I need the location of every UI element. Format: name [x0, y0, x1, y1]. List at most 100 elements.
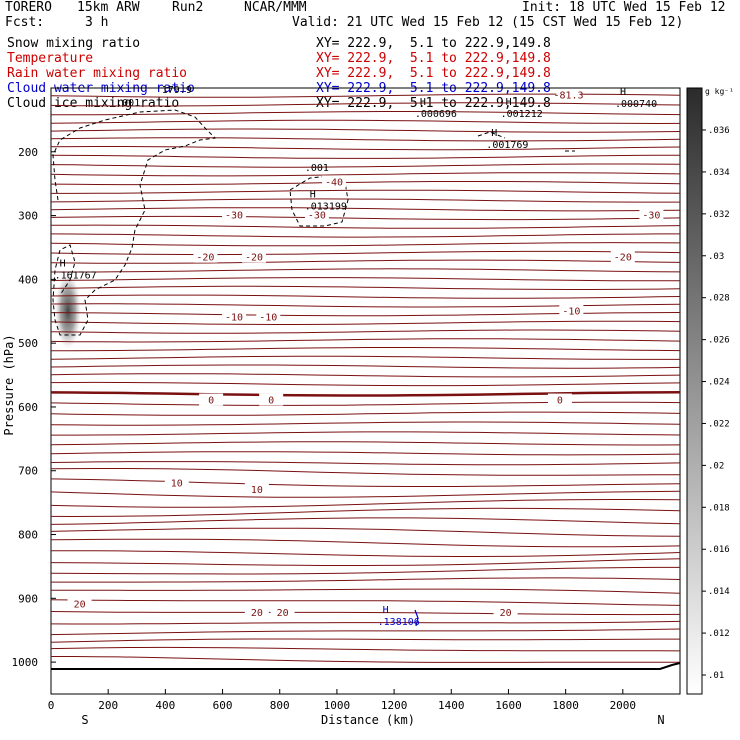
temperature-contour — [50, 128, 681, 133]
colorbar — [686, 87, 703, 695]
legend-temperature-xy: XY= 222.9, 5.1 to 222.9,149.8 — [316, 51, 551, 66]
y-tick-label: 1000 — [12, 656, 39, 669]
temperature-label-bg — [256, 310, 281, 323]
y-tick-label: 400 — [18, 273, 38, 286]
y-tick-label: 700 — [18, 465, 38, 478]
temperature-contour — [50, 421, 681, 426]
colorbar-tick-label: .016 — [708, 545, 730, 555]
legend-temperature-name: Temperature — [7, 51, 94, 66]
maximum-value: .138106 — [378, 617, 420, 628]
temperature-contour — [50, 499, 681, 508]
temperature-contour — [50, 628, 681, 636]
temperature-contour — [50, 303, 681, 308]
temperature-contour — [50, 285, 681, 290]
x-tick-label: 1600 — [495, 699, 522, 712]
legend-snow-xy: XY= 222.9, 5.1 to 222.9,149.8 — [316, 36, 551, 51]
x-tick-label: 600 — [213, 699, 233, 712]
colorbar-tick-label: .03 — [708, 252, 724, 262]
colorbar-tick-label: .012 — [708, 629, 730, 639]
y-axis-title: Pressure (hPa) — [2, 334, 16, 435]
temperature-label-bg — [610, 250, 635, 263]
ice-contour-labels: .001 .001 179.9 — [116, 85, 329, 174]
y-tick-label: 600 — [18, 401, 38, 414]
temperature-contour — [50, 451, 681, 456]
model-resolution: 15km ARW — [77, 0, 140, 15]
maximum-marker: H — [310, 190, 316, 201]
x-tick-label: 1400 — [438, 699, 465, 712]
temperature-contour — [50, 320, 681, 325]
temperature-label: -10 — [259, 313, 277, 324]
run-label: Run2 — [172, 0, 204, 15]
temperature-contour — [50, 527, 681, 537]
temperature-contour — [50, 507, 681, 518]
temperature-label-bg — [304, 208, 329, 221]
temperature-contour — [50, 411, 681, 416]
legend-rain-xy: XY= 222.9, 5.1 to 222.9,149.8 — [316, 66, 551, 81]
ice-contour-west — [52, 109, 217, 336]
maximum-value: .001212 — [501, 109, 543, 120]
temperature-contour — [50, 338, 681, 343]
maxima-labels: H.161767H.013199H.001769H.000696H.001212… — [55, 87, 658, 628]
ice-contour-east — [477, 131, 575, 152]
temperature-contour — [50, 329, 681, 334]
temperature-label-bg — [244, 482, 269, 495]
x-tick-label: 1000 — [324, 699, 351, 712]
colorbar-tick-label: .01 — [708, 671, 724, 681]
colorbar-tick-label: .014 — [708, 587, 730, 597]
temperature-contour — [50, 461, 681, 466]
temperature-label: 0 — [268, 396, 274, 407]
temperature-contour — [51, 550, 681, 557]
x-tick-label: 1200 — [381, 699, 408, 712]
colorbar-tick-label: .022 — [708, 419, 730, 429]
temperature-contour — [50, 172, 681, 177]
x-tick-label: 0 — [48, 699, 55, 712]
ice-contour-label: .001 — [116, 98, 140, 109]
temperature-contour — [51, 268, 681, 273]
x-tick-label: 1800 — [552, 699, 579, 712]
maximum-marker: H — [491, 128, 497, 139]
valid-time: Valid: 21 UTC Wed 15 Feb 12 (15 CST Wed … — [292, 15, 684, 30]
temperature-label-bg — [164, 476, 189, 489]
ground-line — [51, 662, 681, 670]
temperature-label: -10 — [225, 313, 243, 324]
y-tick-label: 200 — [18, 146, 38, 159]
temperature-label: -30 — [308, 211, 326, 222]
temperature-contour — [50, 373, 681, 378]
maximum-marker: H — [620, 87, 626, 98]
temperature-contour — [50, 207, 681, 212]
freezing-level-contour — [50, 391, 681, 397]
init-time: Init: 18 UTC Wed 15 Feb 12 — [522, 0, 726, 15]
x-end-label-north: N — [657, 713, 664, 727]
temperature-contour — [50, 441, 681, 446]
temperature-label-bg — [241, 250, 266, 263]
temperature-labels: -30 -30 -30 -20 -20 -20 -10 -10 -10 0 0 0 10 10 20 20 20… — [67, 88, 664, 619]
temperature-label-bg — [221, 208, 246, 221]
temperature-contour — [50, 490, 681, 498]
colorbar-unit: g kg⁻¹ — [705, 87, 734, 96]
temperature-contour — [50, 638, 680, 643]
y-tick-label: 800 — [18, 529, 38, 542]
temperature-label-bg — [556, 88, 581, 101]
temperature-contour — [50, 102, 681, 107]
forecast-hour: 3 h — [85, 15, 109, 30]
y-tick-label: 300 — [18, 210, 38, 223]
snow-shading — [55, 273, 81, 349]
colorbar-tick-label: .024 — [708, 378, 730, 388]
model-name: TORERO — [5, 0, 52, 15]
colorbar-tick-label: .034 — [708, 168, 730, 178]
temperature-label: -10 — [562, 306, 580, 317]
legend-cloudice-name: Cloud ice mixing ratio — [7, 96, 180, 111]
maximum-marker: H — [60, 259, 66, 270]
legend-snow-name: Snow mixing ratio — [7, 36, 141, 51]
temperature-contour — [50, 478, 681, 487]
temperature-contour — [50, 242, 681, 247]
temperature-label: 0 — [208, 396, 214, 407]
legend-rain-name: Rain water mixing ratio — [7, 66, 188, 81]
temperature-label: -40 — [325, 177, 343, 188]
temperature-label-bg — [559, 304, 584, 317]
x-tick-label: 400 — [155, 699, 175, 712]
temperature-contour — [50, 468, 681, 476]
temperature-label: -20 — [614, 253, 632, 264]
x-axis-title: Distance (km) — [321, 713, 415, 727]
